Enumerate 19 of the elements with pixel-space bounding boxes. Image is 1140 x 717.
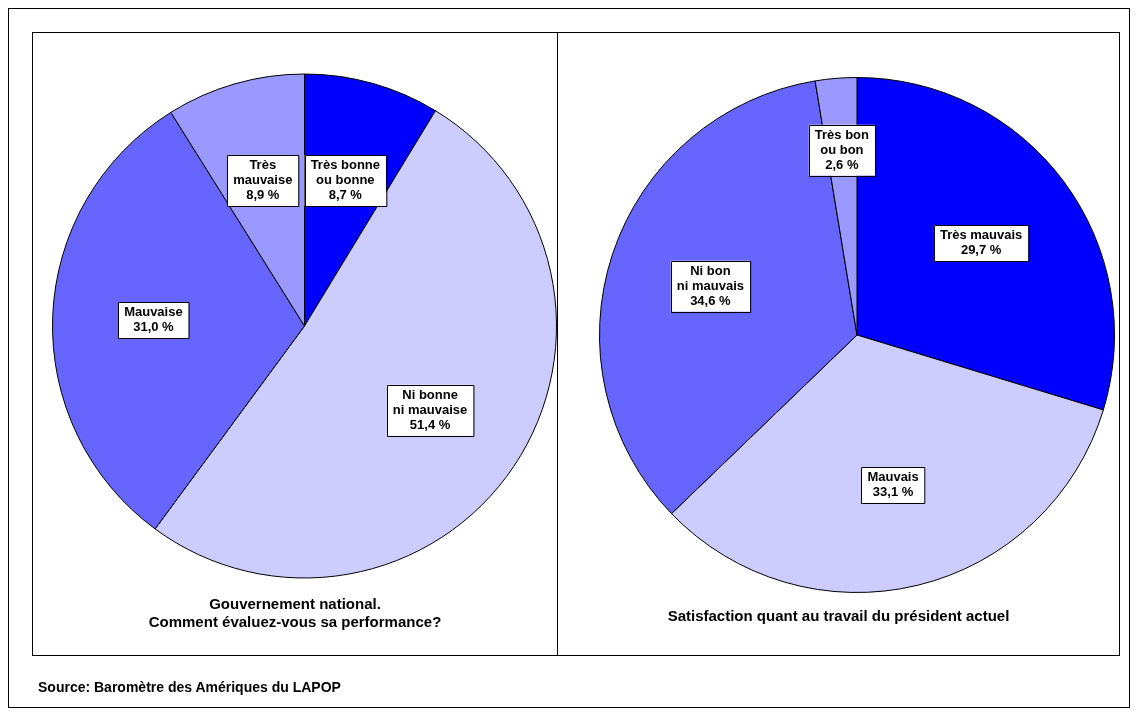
- data-label: 51,4 %: [409, 416, 451, 432]
- data-label: 2,6 %: [825, 156, 859, 172]
- text: Gouvernement national. Comment évaluez-vous sa performance?: [147, 595, 443, 631]
- slice-label: Mauvais: [867, 469, 919, 485]
- slice-label: Ni bonne ni mauvaise: [392, 386, 468, 417]
- text: Satisfaction quant au travail du président actuel: [666, 607, 1011, 625]
- data-label: 8,7 %: [328, 186, 363, 202]
- data-label: 29,7 %: [960, 242, 1002, 258]
- data-label: 8,9 %: [246, 187, 280, 203]
- data-label: 33,1 %: [872, 484, 914, 500]
- data-label: 31,0 %: [133, 319, 175, 335]
- slice-label: Très bonne ou bonne: [310, 156, 380, 187]
- slice-label: Très mauvais: [939, 227, 1023, 243]
- slice-label: Ni bon ni mauvais: [676, 262, 744, 293]
- slice-label: Mauvaise: [124, 304, 183, 320]
- source-note: Source: Baromètre des Amériques du LAPOP: [38, 679, 341, 695]
- slice-label: Très mauvaise: [233, 157, 293, 188]
- data-label: 34,6 %: [690, 292, 732, 308]
- slice-label: Très bon ou bon: [814, 126, 870, 157]
